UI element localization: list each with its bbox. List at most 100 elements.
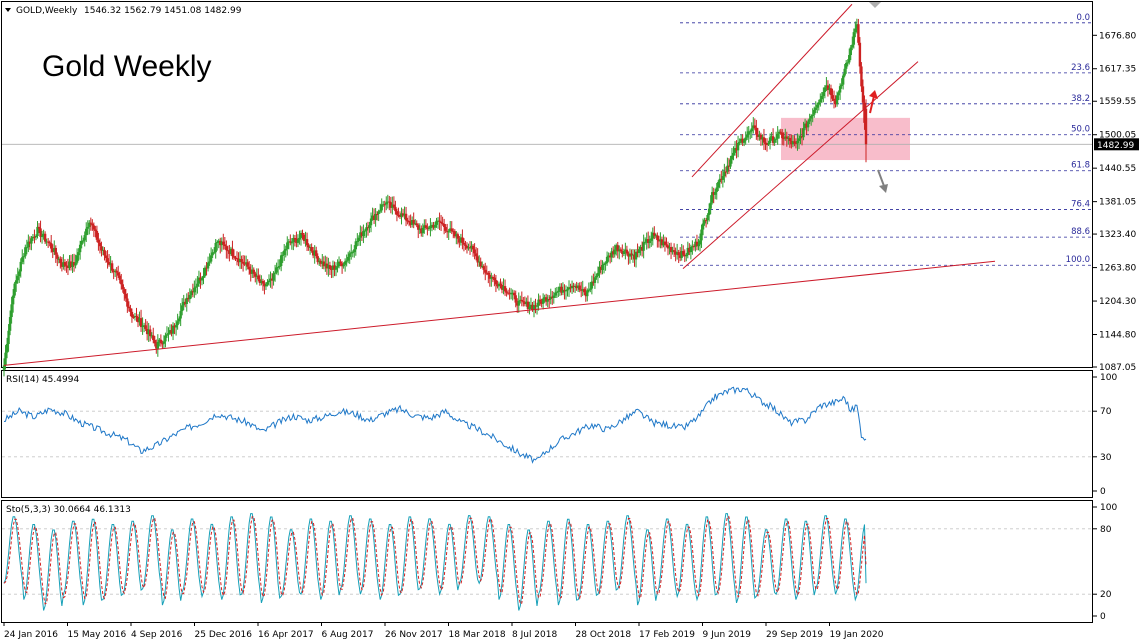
candle-body (209, 255, 213, 262)
candle-body (270, 278, 274, 281)
candle-body (179, 311, 182, 319)
candle-body (843, 68, 846, 76)
candle-body (481, 266, 484, 268)
candle-body (717, 182, 720, 188)
candle-body (589, 288, 592, 290)
candle-body (263, 283, 266, 287)
candle-body (628, 253, 632, 257)
candle-body (666, 245, 670, 249)
candle-body (863, 102, 866, 123)
collapse-triangle-icon[interactable] (5, 8, 11, 12)
candle-body (519, 299, 522, 301)
candle-body (392, 204, 396, 207)
candle-body (132, 316, 135, 318)
candle-body (621, 251, 624, 254)
candle-body (707, 208, 711, 216)
candle-body (656, 235, 659, 241)
candle-body (109, 263, 112, 265)
candle-body (755, 127, 758, 135)
candle-body (689, 246, 693, 253)
candle-body (523, 302, 527, 305)
candle-body (400, 213, 403, 217)
candle-body (767, 142, 770, 145)
candle-body (499, 283, 502, 286)
candle-body (235, 258, 239, 260)
candle-body (497, 283, 501, 287)
candle-body (820, 96, 824, 100)
candle-body (139, 318, 143, 328)
candle-body (138, 318, 141, 323)
candle-body (770, 136, 773, 138)
candle-body (40, 236, 44, 238)
candle-body (378, 210, 382, 212)
candle-body (764, 142, 767, 145)
candle-body (432, 224, 435, 228)
candle-body (72, 262, 76, 266)
candle-body (307, 245, 310, 248)
candle-body (570, 285, 574, 289)
candle-body (272, 273, 275, 281)
candle-body (634, 251, 638, 260)
candle-body (586, 290, 589, 297)
candle-body (13, 283, 16, 296)
candle-body (781, 132, 784, 139)
candle-body (208, 261, 211, 263)
candle-body (176, 321, 179, 326)
candle-body (211, 252, 214, 256)
candle-body (753, 125, 757, 128)
candle-body (474, 253, 478, 257)
candle-body (773, 139, 776, 143)
candle-body (650, 238, 653, 241)
candle-body (695, 241, 699, 247)
candle-body (34, 236, 38, 238)
candle-body (165, 334, 169, 336)
long-term-trendline (3, 260, 996, 366)
candle-body (445, 230, 449, 232)
date-tick-label: 25 Dec 2016 (195, 630, 253, 640)
candle-body (441, 223, 444, 225)
candle-body (569, 287, 572, 289)
candle-body (123, 289, 126, 294)
candle-body (741, 138, 744, 143)
candle-body (662, 241, 665, 246)
candle-body (848, 55, 851, 63)
red-up-arrowhead-icon (869, 90, 878, 99)
candle-body (509, 293, 513, 295)
candle-body (63, 262, 67, 266)
candle-body (599, 266, 603, 271)
candle-body (548, 299, 551, 301)
candle-body (71, 262, 74, 268)
candle-body (426, 227, 429, 229)
candle-body (692, 246, 696, 248)
candle-body (252, 269, 255, 274)
candle-body (442, 223, 446, 228)
candle-body (42, 233, 45, 237)
candle-body (427, 228, 431, 230)
rsi-tick-label: 0 (1100, 487, 1106, 497)
candle-body (484, 269, 487, 273)
candle-body (104, 255, 108, 259)
candle-body (703, 220, 706, 224)
candle-body (325, 263, 329, 269)
candle-body (654, 235, 658, 237)
candle-body (608, 255, 612, 258)
candle-body (395, 211, 399, 215)
rsi-line (3, 386, 867, 464)
candle-body (831, 95, 834, 99)
candle-body (404, 213, 408, 221)
candle-body (822, 92, 825, 97)
candle-body (787, 137, 790, 139)
candle-body (279, 255, 283, 267)
candle-body (575, 285, 578, 289)
candle-body (118, 275, 121, 280)
candle-body (444, 227, 447, 231)
candle-body (59, 258, 62, 263)
candle-body (293, 238, 297, 240)
candle-body (228, 250, 231, 254)
candle-body (765, 144, 769, 146)
candle-body (557, 290, 560, 292)
candle-body (453, 231, 456, 237)
candle-body (177, 318, 181, 322)
candle-body (203, 267, 207, 276)
candle-body (21, 257, 24, 262)
